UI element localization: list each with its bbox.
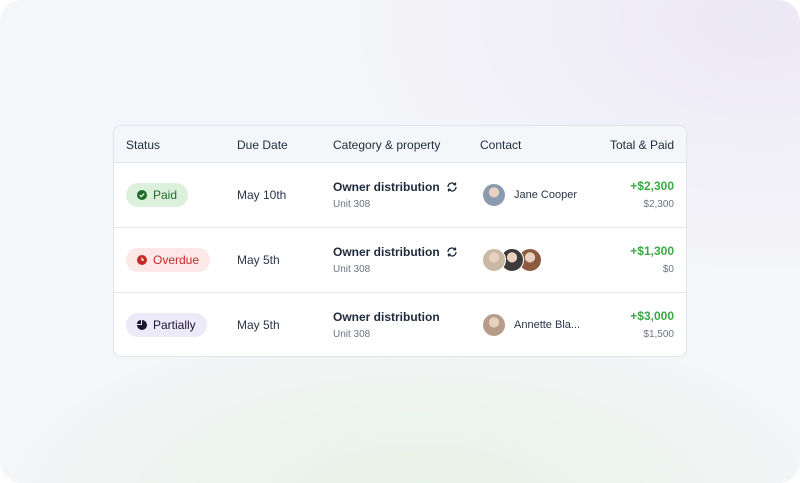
total-amount: +$2,300 <box>630 179 674 193</box>
paid-amount: $1,500 <box>643 329 674 340</box>
total-amount: +$3,000 <box>630 309 674 323</box>
category: Owner distribution <box>333 180 458 194</box>
category: Owner distribution <box>333 310 440 324</box>
category: Owner distribution <box>333 245 458 259</box>
table-header: Status Due Date Category & property Cont… <box>114 126 686 163</box>
column-category[interactable]: Category & property <box>333 138 441 152</box>
due-date: May 5th <box>237 253 280 267</box>
payments-table: Status Due Date Category & property Cont… <box>113 125 687 357</box>
property-unit: Unit 308 <box>333 199 371 210</box>
table-row[interactable]: Paid May 10th Owner distribution Unit 30… <box>114 163 686 228</box>
recurring-icon <box>446 181 458 193</box>
status-badge: Partially <box>126 313 207 337</box>
status-badge: Overdue <box>126 248 211 272</box>
avatar[interactable] <box>482 313 506 337</box>
contact[interactable] <box>482 248 542 272</box>
due-date: May 5th <box>237 318 280 332</box>
table-row[interactable]: Partially May 5th Owner distribution Uni… <box>114 293 686 356</box>
clock-icon <box>137 255 147 265</box>
avatar[interactable] <box>482 183 506 207</box>
contact[interactable]: Annette Bla... <box>482 313 580 337</box>
contact-name: Jane Cooper <box>514 189 577 201</box>
paid-amount: $0 <box>662 264 674 275</box>
avatar[interactable] <box>482 248 506 272</box>
column-contact[interactable]: Contact <box>480 138 522 152</box>
property-unit: Unit 308 <box>333 264 371 275</box>
total-amount: +$1,300 <box>630 244 674 258</box>
recurring-icon <box>446 246 458 258</box>
column-status[interactable]: Status <box>126 138 161 152</box>
contact[interactable]: Jane Cooper <box>482 183 577 207</box>
property-unit: Unit 308 <box>333 329 371 340</box>
pie-chart-icon <box>137 320 147 330</box>
status-badge: Paid <box>126 183 189 207</box>
due-date: May 10th <box>237 188 287 202</box>
column-due-date[interactable]: Due Date <box>237 138 288 152</box>
column-total[interactable]: Total & Paid <box>609 138 674 152</box>
contact-name: Annette Bla... <box>514 319 581 331</box>
paid-amount: $2,300 <box>643 199 674 210</box>
table-row[interactable]: Overdue May 5th Owner distribution Unit … <box>114 228 686 293</box>
check-circle-icon <box>137 190 147 200</box>
